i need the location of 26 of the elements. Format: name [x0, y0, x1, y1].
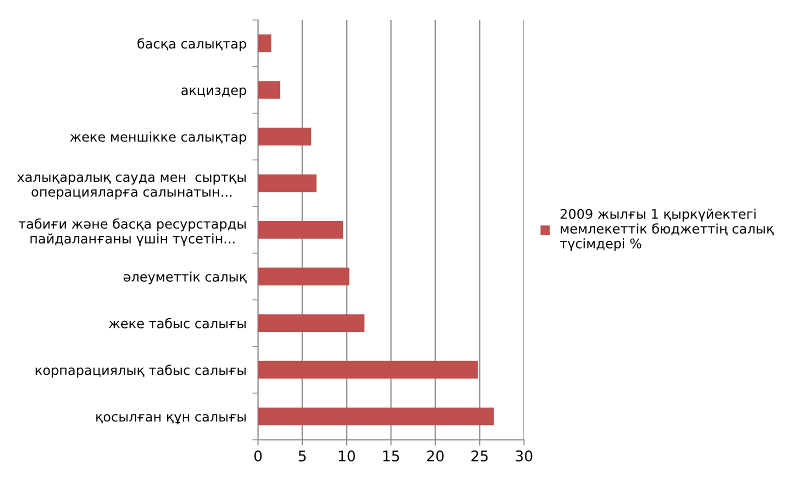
x-tick-label: 15	[383, 450, 400, 462]
y-tick-label: корпарациялық табыс салығы	[36, 364, 246, 378]
bar	[258, 128, 312, 146]
bar	[258, 268, 350, 286]
y-tick-label: халықаралық сауда мен сыртқы операцияларға салынатын...	[17, 174, 246, 200]
x-tick-label: 10	[338, 450, 355, 462]
bar	[258, 314, 364, 332]
y-tick-label: жеке меншікке салықтар	[70, 132, 246, 144]
y-tick-label: әлеуметтік салық	[124, 271, 247, 284]
bar	[258, 408, 494, 426]
bar	[258, 34, 272, 52]
bar	[258, 360, 478, 379]
x-tick-label: 25	[471, 450, 488, 462]
bar	[258, 221, 344, 239]
legend-label: 2009 жылғы 1 қыркүйектегі мемлекеттік бюджеттің салық түсімдері %	[560, 208, 774, 252]
y-tick-label: басқа салықтар	[138, 38, 246, 52]
y-tick-label: табиғи және басқа ресурстарды пайдаланғаны үшін түсетін...	[18, 218, 246, 246]
x-tick-label: 30	[516, 450, 532, 462]
y-tick-label: қосылған құн салығы	[96, 414, 246, 424]
y-tick-label: акциздер	[181, 88, 246, 98]
x-tick-label: 0	[254, 450, 262, 462]
x-tick-label: 5	[298, 450, 306, 462]
x-tick-label: 20	[427, 450, 444, 462]
bar	[258, 174, 317, 192]
bar	[258, 81, 280, 99]
y-tick-label: жеке табыс салығы	[108, 318, 246, 328]
